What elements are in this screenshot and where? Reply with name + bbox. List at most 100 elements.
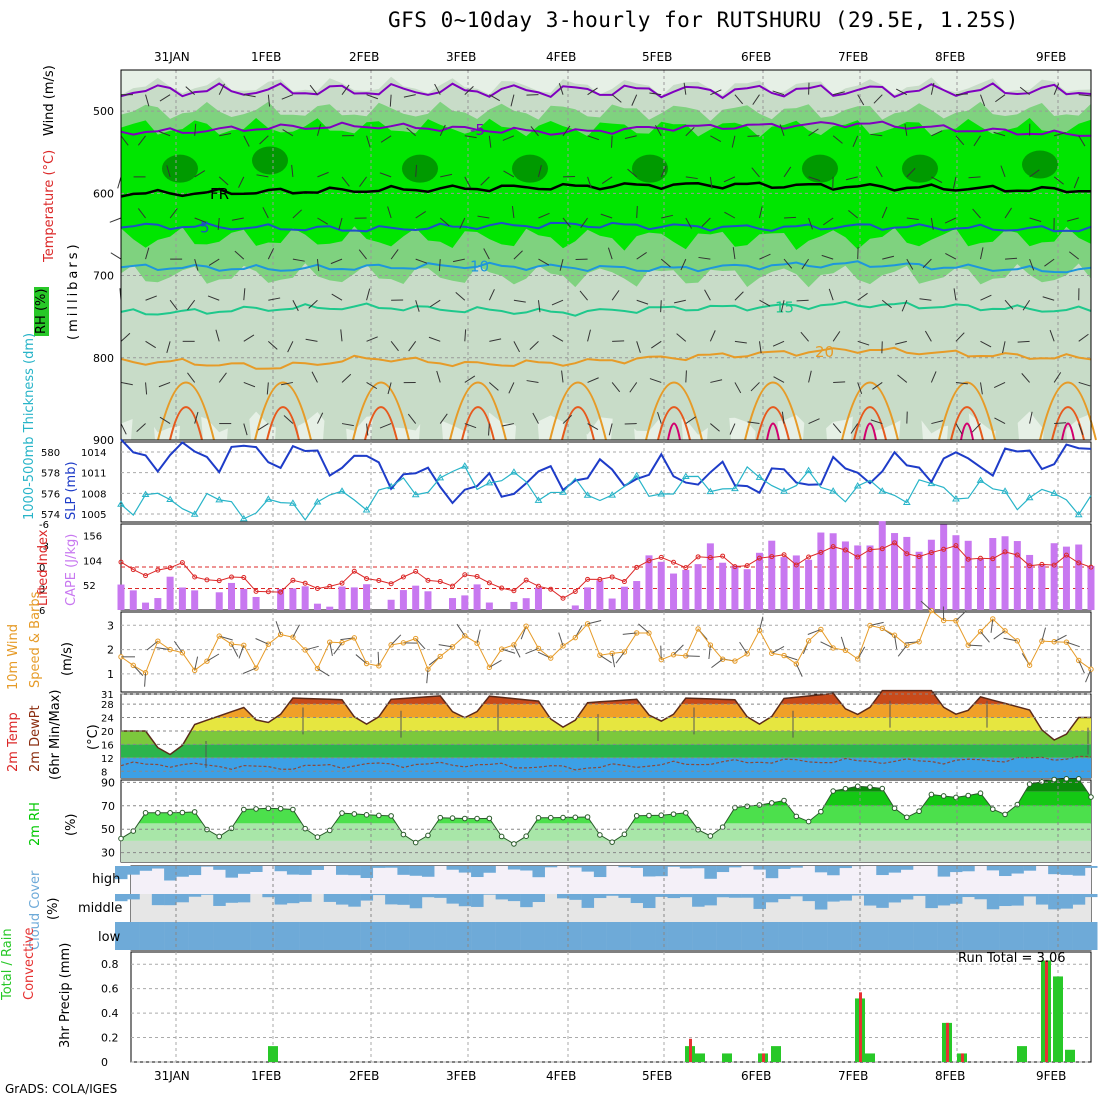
cape-bar [510,601,518,610]
wind-barb [243,288,246,301]
wind-barb [701,217,711,227]
wind10-barb [611,653,616,668]
wind-barb [120,423,127,435]
wind-barb [636,205,638,219]
rh2m-marker [277,805,284,812]
wind-barb [218,372,227,383]
cloud-middle-bar [569,894,582,900]
cloud-high-bar [790,866,803,868]
wind10-barb [1003,637,1018,642]
rh-blob [1022,150,1058,179]
rh2m-marker [179,809,186,816]
wind-barb [262,207,269,219]
cape-bar [129,590,137,610]
wind-barb [850,423,859,434]
isotherm-label: 5 [200,219,210,237]
wind-barb [729,423,736,435]
cloud-middle-bar [115,894,128,902]
cape-label: CAPE (J/kg) [64,533,79,606]
cape-bar [731,565,739,610]
temp-band [121,744,1091,758]
cloud-low-bar [839,922,852,950]
wind10-barb [219,635,233,641]
isotherm-line [120,120,1092,137]
cloud-low-bar [802,922,816,950]
rh2m-marker [830,788,836,794]
cape-bar [706,543,714,610]
cloud-low-bar [446,922,460,950]
cape-bar [854,545,862,610]
wind-barb [773,376,785,383]
wind-barb [488,423,490,436]
precip-conv-bar [946,1022,949,1062]
wind10-barb [739,641,748,655]
precip-tick: 0.2 [101,1032,119,1045]
wind-barb [145,382,148,395]
lifted-marker [1076,560,1082,566]
date-tick-bottom: 1FEB [251,1069,281,1083]
rh2m-marker [683,810,689,816]
precip-tick: 0.4 [101,1007,119,1020]
rh2m-band [121,840,1091,862]
rh-column [995,357,1019,440]
cloud-low-bar [471,922,484,950]
wind10-barb [255,638,269,645]
cloud-high-bar [274,866,288,872]
wind-barb [971,423,981,433]
isotherm-20-spike [841,381,899,441]
isotherm-line [120,346,1092,370]
cloud-low-bar [274,922,288,950]
wind-barb [219,132,232,137]
date-tick-bottom: 4FEB [546,1069,576,1083]
upper-y-tick: 700 [93,270,114,283]
rh-column [851,357,875,440]
wind-barb [882,255,895,260]
wind-barb [434,83,441,95]
isotherm-25-spike [266,406,300,441]
temp-label-b: 2m DewPt [28,705,43,772]
cloud-low-bar [692,922,705,950]
slp-panel-frame [120,441,1092,523]
wind-barb [415,164,418,177]
wind-barb [870,419,883,425]
thickness-tick: 576 [41,489,60,500]
cloud-middle-bar [618,894,631,898]
wind-barb [906,258,914,270]
rh2m-marker [547,814,554,821]
cloud-middle-bar [299,894,312,902]
cloud-low-bar [913,922,926,950]
cape-bar [277,588,285,610]
cloud-low-bar [225,922,239,950]
cloud-middle-bar [949,894,963,904]
cloud-low-bar [262,922,275,950]
wind10-barb [758,616,764,631]
cloud-low-bar [728,922,742,950]
isotherm-30-spike [766,422,780,441]
wind-barb [1068,251,1080,260]
wind-barb [511,206,515,219]
isotherm-line [120,300,1092,317]
wind-barb [137,135,146,146]
cloud-high-bar [962,866,975,872]
wind-barb [243,423,248,436]
isotherm-30-spike [667,422,681,441]
wind-barb [1078,94,1091,97]
wind-barb [292,299,299,312]
wind-barb [489,338,502,342]
wind-barb [208,258,220,266]
rh2m-marker [781,797,787,804]
wind-barb [187,372,196,383]
cloud-low-bar [888,922,902,950]
cape-bar [694,564,702,610]
wind-barb [1053,176,1064,185]
cape-bar [841,541,849,610]
cape-bar [191,590,199,610]
wind-barb [316,259,320,272]
cloud-high-bar [458,866,472,873]
wind-barb [680,258,687,271]
cloud-middle-bar [336,894,349,905]
rh2m-marker [155,810,161,816]
cloud-low-bar [667,922,681,950]
cloud-high-bar [569,866,582,868]
rh2m-marker [572,814,579,821]
